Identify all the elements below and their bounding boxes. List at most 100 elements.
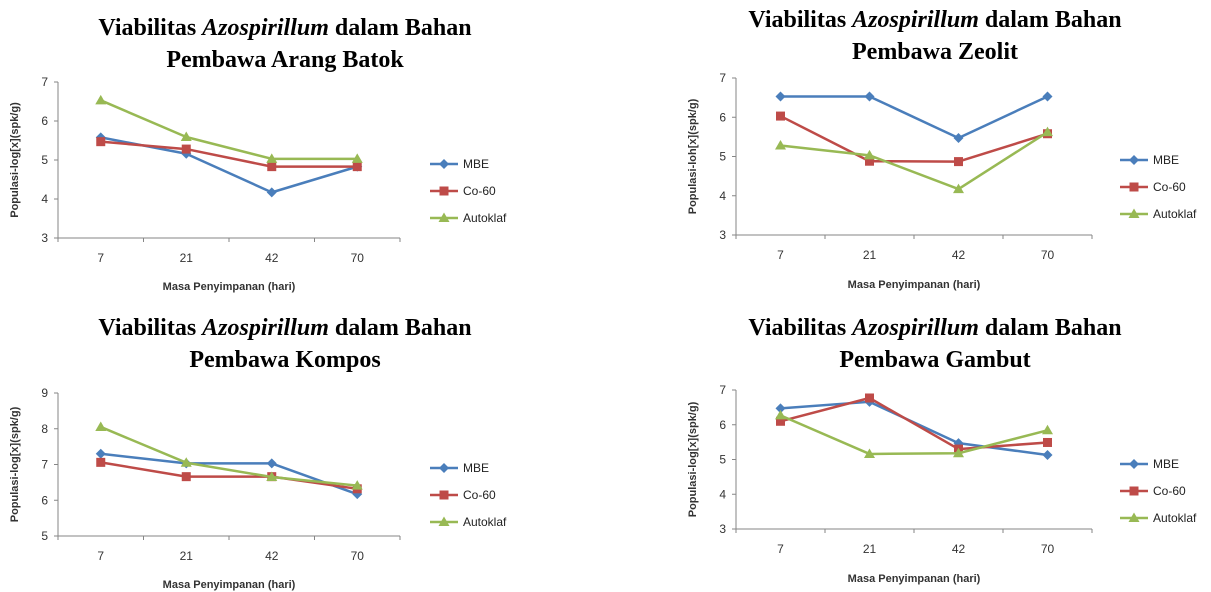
legend-marker xyxy=(439,463,449,473)
x-tick-label: 7 xyxy=(777,542,784,556)
legend-label: Autoklaf xyxy=(1153,511,1197,525)
data-point xyxy=(1042,91,1053,102)
legend-item: MBE xyxy=(430,461,489,475)
y-tick-label: 3 xyxy=(719,522,726,536)
data-point xyxy=(95,421,107,431)
legend-marker xyxy=(1129,459,1139,469)
y-tick-label: 4 xyxy=(41,192,48,206)
y-tick-label: 5 xyxy=(719,150,726,164)
data-point xyxy=(96,137,106,147)
data-point xyxy=(181,144,191,154)
x-tick-label: 21 xyxy=(180,251,194,265)
series-mbe xyxy=(775,396,1053,460)
legend-label: Autoklaf xyxy=(1153,207,1197,221)
chart-svg: 3 4 5 6 7 7 21 42 70 Masa Penyimpanan (hari) Popul… xyxy=(687,71,1197,291)
data-point xyxy=(776,416,785,426)
x-tick-label: 70 xyxy=(351,549,365,563)
legend-label: MBE xyxy=(1153,457,1179,471)
legend-marker xyxy=(1128,512,1140,522)
data-point xyxy=(775,409,786,420)
x-axis-label: Masa Penyimpanan (hari) xyxy=(848,279,981,291)
data-point xyxy=(267,162,277,172)
data-point xyxy=(864,448,875,458)
y-tick-label: 6 xyxy=(41,114,48,128)
data-point xyxy=(776,111,785,121)
x-tick-label: 42 xyxy=(952,542,966,556)
y-tick-label: 6 xyxy=(719,110,726,124)
legend-item: Co-60 xyxy=(1120,180,1186,194)
series-line xyxy=(100,461,358,491)
chart-panel-arang-batok: Viabilitas Azospirillum dalam Bahan Pemb… xyxy=(0,0,600,296)
legend-label: MBE xyxy=(463,461,489,475)
data-point xyxy=(352,162,362,172)
legend-marker xyxy=(1129,486,1139,496)
data-point xyxy=(775,91,786,102)
x-tick-label: 70 xyxy=(1041,248,1055,262)
data-point xyxy=(775,403,786,414)
legend-item: MBE xyxy=(1120,457,1179,471)
y-axis-label: Populasi-log[x](spk/g) xyxy=(687,401,699,517)
x-tick-label: 70 xyxy=(1041,542,1055,556)
legend-marker xyxy=(438,516,450,526)
y-axis-label: Populasi-log[x](spk/g) xyxy=(9,102,21,218)
data-point xyxy=(1042,126,1053,137)
data-point xyxy=(775,140,786,150)
data-point xyxy=(864,149,875,160)
series-line xyxy=(780,414,1048,456)
y-tick-label: 4 xyxy=(719,189,726,203)
legend-label: Autoklaf xyxy=(463,211,507,225)
legend-marker xyxy=(438,212,450,222)
data-point xyxy=(266,187,277,198)
legend-label: Co-60 xyxy=(463,488,496,502)
data-point xyxy=(96,457,106,467)
series-co-60 xyxy=(96,137,362,172)
legend-marker xyxy=(439,490,449,500)
x-tick-label: 7 xyxy=(777,248,784,262)
x-axis-label: Masa Penyimpanan (hari) xyxy=(163,579,296,591)
series-mbe xyxy=(95,132,363,198)
x-tick-label: 21 xyxy=(863,542,877,556)
data-point xyxy=(352,489,363,500)
data-point xyxy=(351,480,363,490)
y-tick-label: 4 xyxy=(719,487,726,501)
y-tick-label: 3 xyxy=(41,231,48,245)
y-tick-label: 6 xyxy=(719,418,726,432)
data-point xyxy=(180,131,192,141)
series-autoklaf xyxy=(95,94,363,163)
x-tick-label: 21 xyxy=(863,248,877,262)
series-line xyxy=(100,140,358,168)
data-point xyxy=(865,393,874,403)
legend-item: MBE xyxy=(1120,153,1179,167)
legend-marker xyxy=(1129,155,1139,165)
chart-title: Viabilitas Azospirillum dalam Bahan Pemb… xyxy=(748,7,1122,65)
data-point xyxy=(266,458,277,469)
y-tick-label: 5 xyxy=(41,529,48,543)
series-mbe xyxy=(95,448,363,500)
x-tick-label: 21 xyxy=(180,549,194,563)
x-axis-label: Masa Penyimpanan (hari) xyxy=(163,281,296,293)
series-line xyxy=(780,131,1049,191)
series-autoklaf xyxy=(775,126,1053,194)
series-co-60 xyxy=(776,111,1052,167)
data-point xyxy=(266,153,278,163)
data-point xyxy=(954,157,963,167)
data-point xyxy=(181,472,191,482)
data-point xyxy=(1043,437,1052,447)
data-point xyxy=(1042,424,1053,435)
x-tick-label: 70 xyxy=(351,251,365,265)
series-co-60 xyxy=(776,393,1052,454)
y-tick-label: 8 xyxy=(41,422,48,436)
x-axis-label: Masa Penyimpanan (hari) xyxy=(848,573,981,585)
x-tick-label: 7 xyxy=(97,251,104,265)
data-point xyxy=(953,183,964,194)
series-autoklaf xyxy=(775,409,1053,458)
legend: MBE Co-60 Autoklaf xyxy=(430,157,507,225)
chart-panel-gambut: Viabilitas Azospirillum dalam Bahan Pemb… xyxy=(600,296,1211,592)
y-tick-label: 3 xyxy=(719,228,726,242)
y-tick-label: 7 xyxy=(41,458,48,472)
legend-label: Co-60 xyxy=(1153,484,1186,498)
chart-svg: 5 6 7 8 9 7 21 42 70 Masa Penyimpanan (hari) Popul… xyxy=(9,386,507,591)
chart-panel-zeolit: Viabilitas Azospirillum dalam Bahan Pemb… xyxy=(600,0,1211,300)
chart-svg: 3 4 5 6 7 7 21 42 70 Masa Penyimpanan (hari) Popul… xyxy=(687,383,1197,585)
x-tick-label: 42 xyxy=(265,251,279,265)
